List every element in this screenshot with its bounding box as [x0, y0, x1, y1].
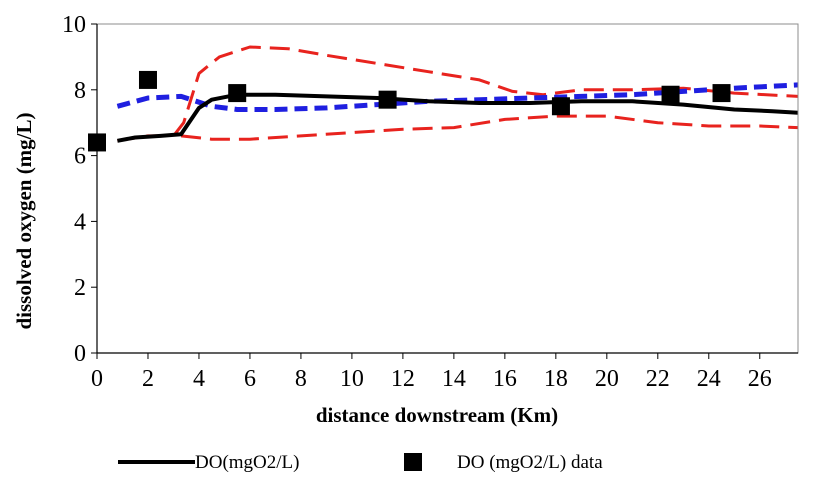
y-tick-label: 0: [74, 341, 86, 367]
x-tick-label: 24: [697, 366, 721, 392]
y-tick-label: 4: [74, 209, 86, 235]
y-tick-label: 10: [62, 12, 86, 38]
series-line-do: [117, 92, 799, 143]
y-axis-title: dissolved oxygen (mg/L): [12, 112, 36, 329]
x-tick-label: 4: [193, 366, 205, 392]
data-point-do: [228, 84, 247, 103]
x-tick-label: 26: [748, 366, 772, 392]
legend: DO(mgO2/L) DO (mgO2/L) data: [118, 452, 603, 473]
x-axis-title: distance downstream (Km): [316, 403, 558, 427]
x-tick-label: 8: [295, 366, 307, 392]
legend-label-do-data: DO (mgO2/L) data: [457, 452, 603, 473]
data-point-do: [551, 97, 570, 116]
legend-marker-swatch: [404, 453, 422, 471]
x-tick-label: 6: [244, 366, 256, 392]
data-point-do: [138, 70, 157, 89]
y-tick-label: 2: [74, 275, 86, 301]
x-tick-label: 10: [340, 366, 364, 392]
x-tick-label: 20: [595, 366, 619, 392]
plot-area: [88, 45, 799, 152]
x-tick-label: 2: [142, 366, 154, 392]
data-point-do: [378, 90, 397, 109]
x-tick-label: 0: [91, 366, 103, 392]
x-tick-label: 18: [544, 366, 568, 392]
series-line-blue-dashed: [116, 82, 799, 112]
x-tick-label: 12: [391, 366, 415, 392]
x-tick-label: 14: [442, 366, 466, 392]
x-tick-label: 22: [646, 366, 670, 392]
data-point-do: [712, 84, 731, 103]
series-line-red-dashed: [180, 114, 799, 141]
x-tick-label: 16: [493, 366, 517, 392]
series-line-red-dashed: [117, 45, 799, 143]
y-tick-label: 6: [74, 144, 86, 170]
data-point-do: [661, 85, 680, 104]
y-tick-label: 8: [74, 78, 86, 104]
legend-label-do: DO(mgO2/L): [195, 452, 299, 473]
